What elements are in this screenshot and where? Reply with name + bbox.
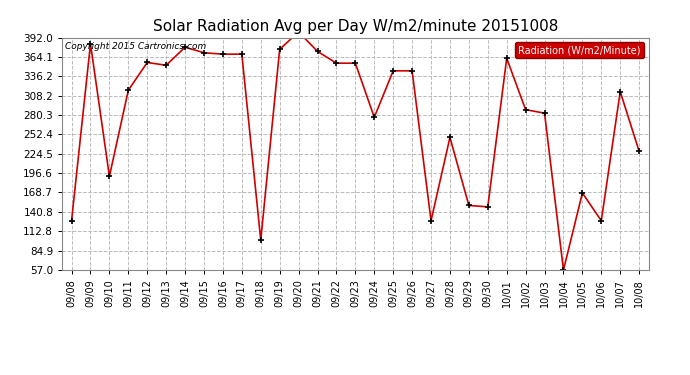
Text: Copyright 2015 Cartronics.com: Copyright 2015 Cartronics.com <box>65 42 206 51</box>
Title: Solar Radiation Avg per Day W/m2/minute 20151008: Solar Radiation Avg per Day W/m2/minute … <box>152 18 558 33</box>
Legend: Radiation (W/m2/Minute): Radiation (W/m2/Minute) <box>515 42 644 58</box>
